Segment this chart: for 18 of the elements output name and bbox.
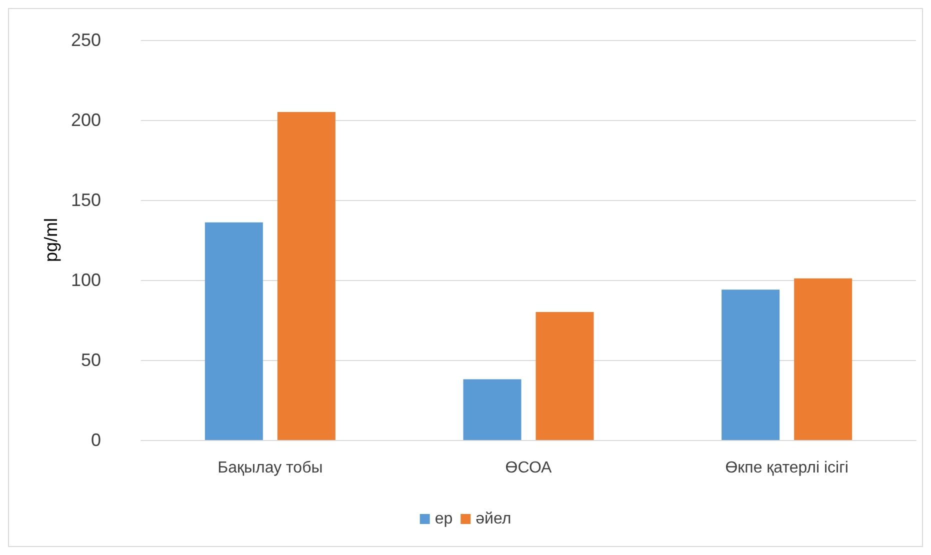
y-tick-label: 0	[90, 430, 101, 450]
legend-label: ер	[434, 510, 453, 528]
legend-label: әйел	[476, 510, 512, 528]
bar	[536, 312, 594, 440]
y-tick-label: 50	[80, 350, 101, 370]
bar	[204, 222, 263, 440]
bar	[794, 278, 852, 440]
bar	[277, 112, 336, 440]
x-tick-label: Бақылау тобы	[218, 460, 323, 476]
y-axis-title: pg/ml	[41, 218, 62, 262]
y-tick-label: 200	[70, 110, 101, 130]
bar	[722, 290, 780, 440]
x-tick-label: ӨСОА	[505, 460, 552, 476]
y-tick-label: 150	[70, 190, 101, 210]
bar	[463, 379, 522, 440]
y-tick-label: 250	[70, 30, 101, 50]
y-tick-label: 100	[70, 270, 101, 290]
x-tick-label: Өкпе қатерлі ісігі	[725, 460, 848, 476]
